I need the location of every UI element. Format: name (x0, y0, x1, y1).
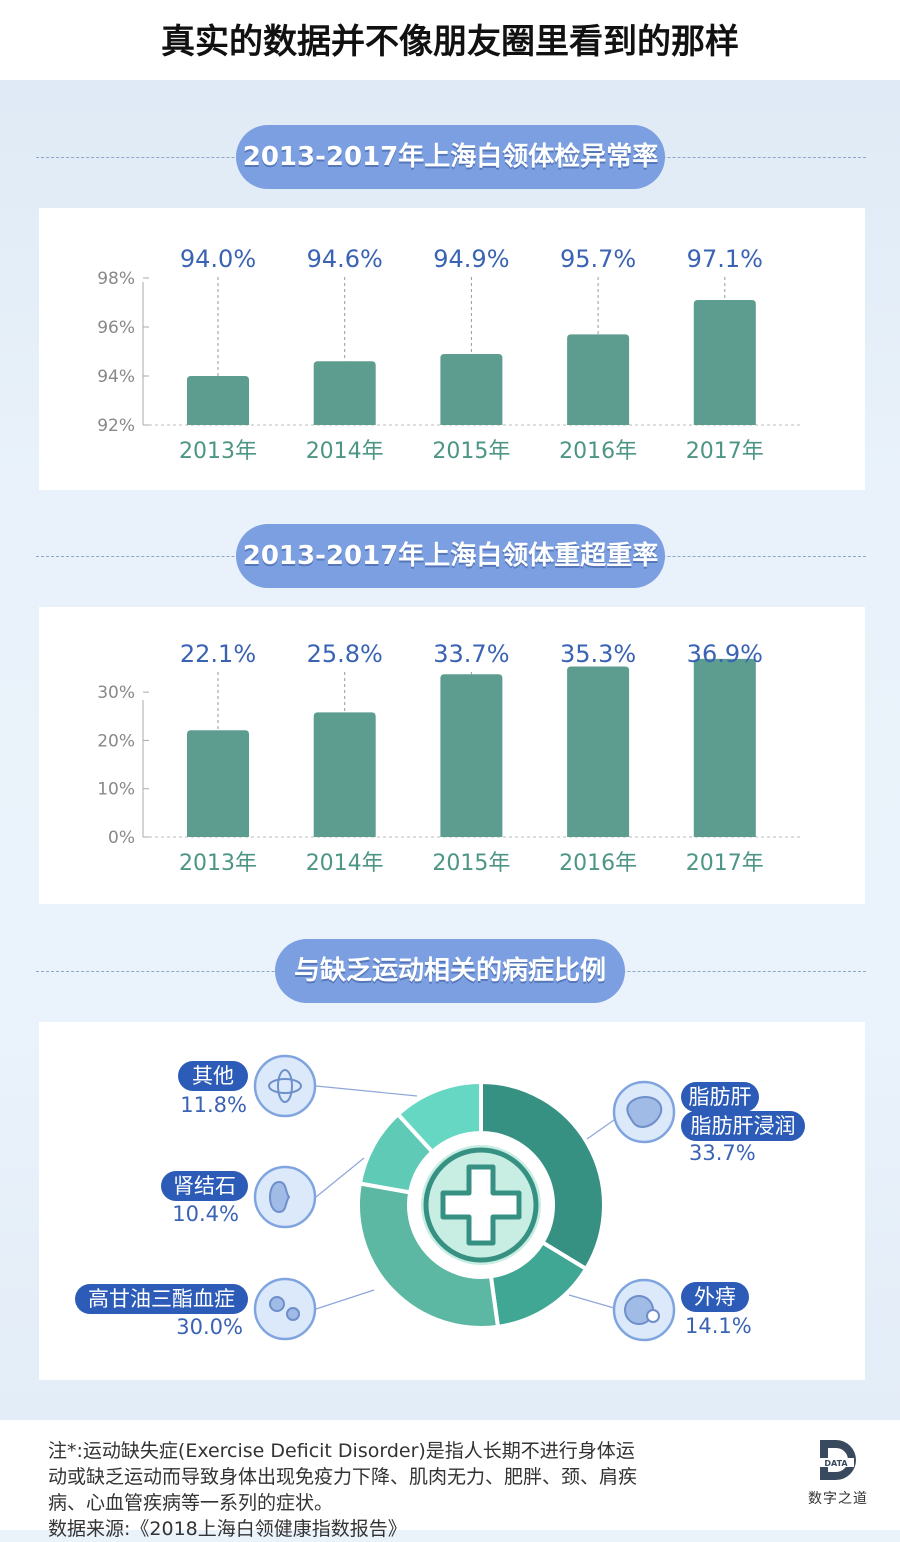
y-tick-label: 92% (97, 416, 135, 436)
logo-name: 数字之道 (808, 1491, 868, 1507)
value-label: 94.0% (180, 245, 256, 273)
percent-label: 30.0% (176, 1315, 243, 1339)
leader-line (315, 1289, 375, 1310)
y-tick-label: 0% (108, 828, 135, 848)
bar (567, 334, 630, 425)
other-pill (178, 1061, 248, 1091)
hemorrhoid-spot (646, 1309, 660, 1323)
page-title: 真实的数据并不像朋友圈里看到的那样 (0, 0, 900, 80)
medical-cross-icon (440, 1164, 522, 1246)
bar (440, 674, 503, 837)
value-label: 25.8% (307, 640, 383, 668)
donut-slice (395, 1079, 483, 1155)
x-category-label: 2015年 (432, 439, 510, 464)
chart-title-overweight: 2013-2017年上海白领体重超重率 (236, 524, 665, 588)
atom-icon (253, 1054, 317, 1118)
y-tick-label: 98% (97, 269, 135, 289)
bar (567, 666, 630, 837)
x-category-label: 2017年 (686, 439, 764, 464)
value-label: 94.6% (307, 245, 383, 273)
bar (313, 361, 376, 425)
liver-shape (626, 1096, 663, 1128)
y-tick-label: 94% (97, 367, 135, 387)
hemorrhoid-pill (681, 1282, 749, 1312)
chart-card-exam: 92% 94% 96% 98% 94.0% 2013年 94.6% 2014年 94.9% 201… (39, 208, 865, 490)
logo-word: DATA (824, 1459, 848, 1468)
kidney-shape (269, 1180, 291, 1214)
footer (0, 1420, 900, 1530)
blood-cell (269, 1296, 285, 1312)
x-category-label: 2017年 (686, 851, 764, 876)
leader-line (586, 1119, 615, 1140)
x-category-label: 2014年 (306, 439, 384, 464)
lipid-name: 高甘油三酯血症 (88, 1287, 235, 1311)
bar (187, 376, 249, 425)
y-tick-label: 30% (97, 683, 135, 703)
data-logo-icon: DATA (818, 1440, 856, 1480)
chart-card-overweight: 0% 10% 20% 30% 22.1% 2013年 25.8% 2014年 33.7% 2015… (39, 607, 865, 904)
donut-slice (356, 1181, 501, 1330)
liver-infiltration-pill (681, 1111, 805, 1141)
footer-note: 注*:运动缺失症(Exercise Deficit Disorder)是指人长期… (48, 1438, 648, 1542)
atom-orbit (268, 1078, 302, 1094)
x-category-label: 2013年 (179, 439, 257, 464)
exam-abnormal-bar-chart: 92% 94% 96% 98% 94.0% 2013年 94.6% 2014年 94.9% 201… (97, 245, 801, 464)
bar (693, 658, 756, 837)
chart-title-disease: 与缺乏运动相关的病症比例 (275, 939, 625, 1003)
x-category-label: 2016年 (559, 851, 637, 876)
percent-label: 11.8% (180, 1093, 247, 1117)
donut-slice (479, 1079, 606, 1272)
value-label: 97.1% (687, 245, 763, 273)
bar (693, 300, 756, 425)
kidney-name: 肾结石 (173, 1174, 236, 1198)
bar (187, 730, 249, 837)
leader-line (568, 1294, 615, 1309)
lipid-pill (75, 1284, 248, 1314)
liver-name: 脂肪肝 (689, 1085, 752, 1109)
x-category-label: 2015年 (432, 851, 510, 876)
liver-pill (681, 1082, 759, 1112)
value-label: 33.7% (433, 640, 509, 668)
atom-orbit (277, 1069, 293, 1103)
percent-label: 10.4% (172, 1202, 239, 1226)
data-source: 数据来源:《2018上海白领健康指数报告》 (48, 1518, 407, 1540)
leader-line (315, 1085, 418, 1097)
y-tick-label: 96% (97, 318, 135, 338)
leader-line (315, 1157, 365, 1198)
bar (313, 712, 376, 837)
other-name: 其他 (192, 1064, 234, 1088)
chart-title-exam: 2013-2017年上海白领体检异常率 (236, 125, 665, 189)
value-label: 94.9% (433, 245, 509, 273)
kidney-pill (161, 1171, 248, 1201)
center-ring (423, 1147, 539, 1263)
y-tick-label: 20% (97, 731, 135, 751)
x-category-label: 2013年 (179, 851, 257, 876)
value-label: 36.9% (687, 640, 763, 668)
x-category-label: 2016年 (559, 439, 637, 464)
x-category-label: 2014年 (306, 851, 384, 876)
percent-label: 33.7% (689, 1141, 756, 1165)
value-label: 22.1% (180, 640, 256, 668)
chart-card-disease: 其他 11.8% 肾结石 10.4% 高甘油三酯血症 30.0% 脂肪肝脂肪肝浸润 33.7%… (39, 1022, 865, 1380)
blood-cell (286, 1307, 300, 1321)
bar (440, 353, 503, 425)
y-tick-label: 10% (97, 780, 135, 800)
blood-cell-icon (253, 1277, 317, 1341)
footnote-text: 注*:运动缺失症(Exercise Deficit Disorder)是指人长期… (48, 1440, 638, 1514)
value-label: 35.3% (560, 640, 636, 668)
hemorrhoid-name: 外痔 (694, 1285, 736, 1309)
percent-label: 14.1% (685, 1314, 752, 1338)
overweight-bar-chart: 0% 10% 20% 30% 22.1% 2013年 25.8% 2014年 33.7% 2015… (97, 640, 801, 876)
value-label: 95.7% (560, 245, 636, 273)
liver-infiltration-name: 脂肪肝浸润 (691, 1114, 796, 1138)
